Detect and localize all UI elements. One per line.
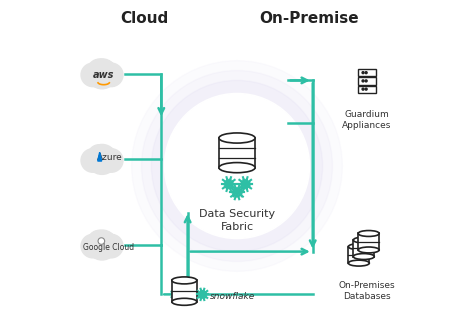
Text: Guardium
Appliances: Guardium Appliances <box>342 110 392 130</box>
Circle shape <box>96 61 116 82</box>
Circle shape <box>88 59 109 81</box>
Circle shape <box>132 61 342 271</box>
Circle shape <box>362 80 364 82</box>
Text: Data Security
Fabric: Data Security Fabric <box>199 209 275 232</box>
Ellipse shape <box>348 260 369 266</box>
Ellipse shape <box>219 163 255 173</box>
Ellipse shape <box>172 277 197 284</box>
Ellipse shape <box>358 230 379 236</box>
FancyBboxPatch shape <box>358 86 376 93</box>
Text: On-Premises
Databases: On-Premises Databases <box>339 281 395 301</box>
Ellipse shape <box>353 254 374 260</box>
Circle shape <box>98 238 105 244</box>
Circle shape <box>81 234 105 258</box>
Circle shape <box>100 63 123 87</box>
FancyBboxPatch shape <box>86 74 118 82</box>
FancyBboxPatch shape <box>86 159 118 168</box>
FancyBboxPatch shape <box>219 138 255 168</box>
FancyBboxPatch shape <box>358 233 379 250</box>
Circle shape <box>87 144 117 174</box>
Text: Azure: Azure <box>97 153 123 162</box>
FancyBboxPatch shape <box>358 69 376 76</box>
Circle shape <box>142 70 332 262</box>
Circle shape <box>96 146 116 167</box>
Circle shape <box>100 234 123 258</box>
Circle shape <box>365 80 367 82</box>
FancyBboxPatch shape <box>172 281 197 302</box>
FancyBboxPatch shape <box>353 240 374 257</box>
Text: On-Premise: On-Premise <box>260 11 359 26</box>
Circle shape <box>151 80 323 252</box>
Text: Google Cloud: Google Cloud <box>83 243 134 252</box>
Circle shape <box>362 72 364 74</box>
Circle shape <box>87 59 117 89</box>
FancyBboxPatch shape <box>86 245 118 253</box>
Circle shape <box>164 94 310 238</box>
Circle shape <box>365 88 367 90</box>
Circle shape <box>87 230 117 260</box>
Ellipse shape <box>358 247 379 253</box>
Ellipse shape <box>353 237 374 243</box>
Circle shape <box>88 230 109 252</box>
Circle shape <box>100 149 123 172</box>
FancyBboxPatch shape <box>358 77 376 85</box>
Text: snowflake: snowflake <box>210 291 255 300</box>
Text: aws: aws <box>93 70 114 80</box>
Ellipse shape <box>348 244 369 250</box>
Circle shape <box>96 232 116 253</box>
Circle shape <box>365 72 367 74</box>
Ellipse shape <box>219 133 255 143</box>
Circle shape <box>88 145 109 166</box>
FancyBboxPatch shape <box>348 247 369 263</box>
Polygon shape <box>98 152 102 161</box>
Text: Cloud: Cloud <box>121 11 169 26</box>
Circle shape <box>362 88 364 90</box>
Circle shape <box>81 149 105 172</box>
Ellipse shape <box>172 298 197 305</box>
Circle shape <box>81 63 105 87</box>
